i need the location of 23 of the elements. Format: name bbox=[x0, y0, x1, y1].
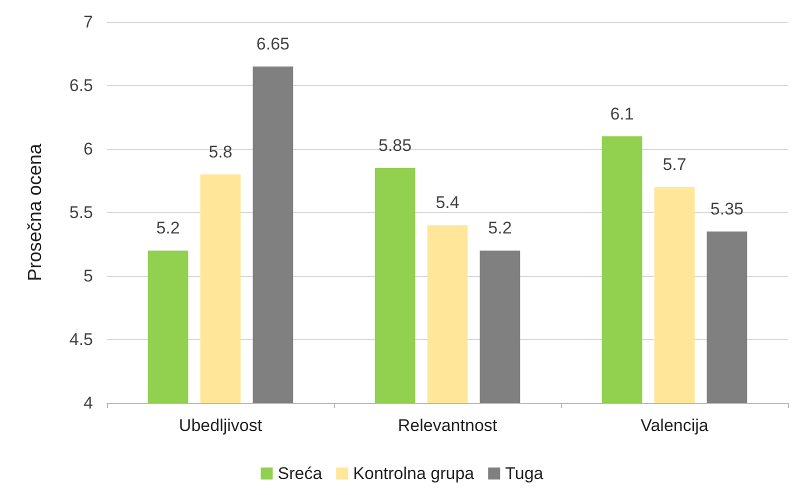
data-label: 5.35 bbox=[710, 200, 744, 219]
x-tick-label: Ubedljivost bbox=[178, 416, 262, 435]
data-label: 5.2 bbox=[156, 218, 180, 238]
y-tick-label: 6.5 bbox=[69, 76, 93, 95]
y-tick-label: 5.5 bbox=[69, 203, 93, 222]
legend-label: Sreća bbox=[278, 464, 323, 483]
y-tick-label: 5 bbox=[84, 266, 93, 286]
y-tick-label: 6 bbox=[84, 140, 93, 158]
y-tick-label: 4 bbox=[84, 394, 93, 412]
x-tick-label: Valencija bbox=[640, 416, 709, 435]
data-label: 5.7 bbox=[662, 155, 686, 174]
data-label: 5.2 bbox=[488, 218, 512, 238]
y-axis-title: Prosečna ocena bbox=[25, 143, 46, 282]
legend-label: Tuga bbox=[505, 464, 544, 483]
data-label: 5.85 bbox=[378, 136, 412, 156]
y-tick-label: 7 bbox=[84, 12, 93, 32]
legend-label: Kontrolna grupa bbox=[353, 464, 475, 483]
data-label: 5.4 bbox=[436, 193, 460, 212]
data-label: 5.8 bbox=[208, 142, 232, 162]
data-label: 6.1 bbox=[610, 104, 634, 124]
x-tick-label: Relevantnost bbox=[398, 416, 498, 435]
data-label: 6.65 bbox=[256, 34, 290, 54]
y-tick-label: 4.5 bbox=[69, 330, 93, 349]
